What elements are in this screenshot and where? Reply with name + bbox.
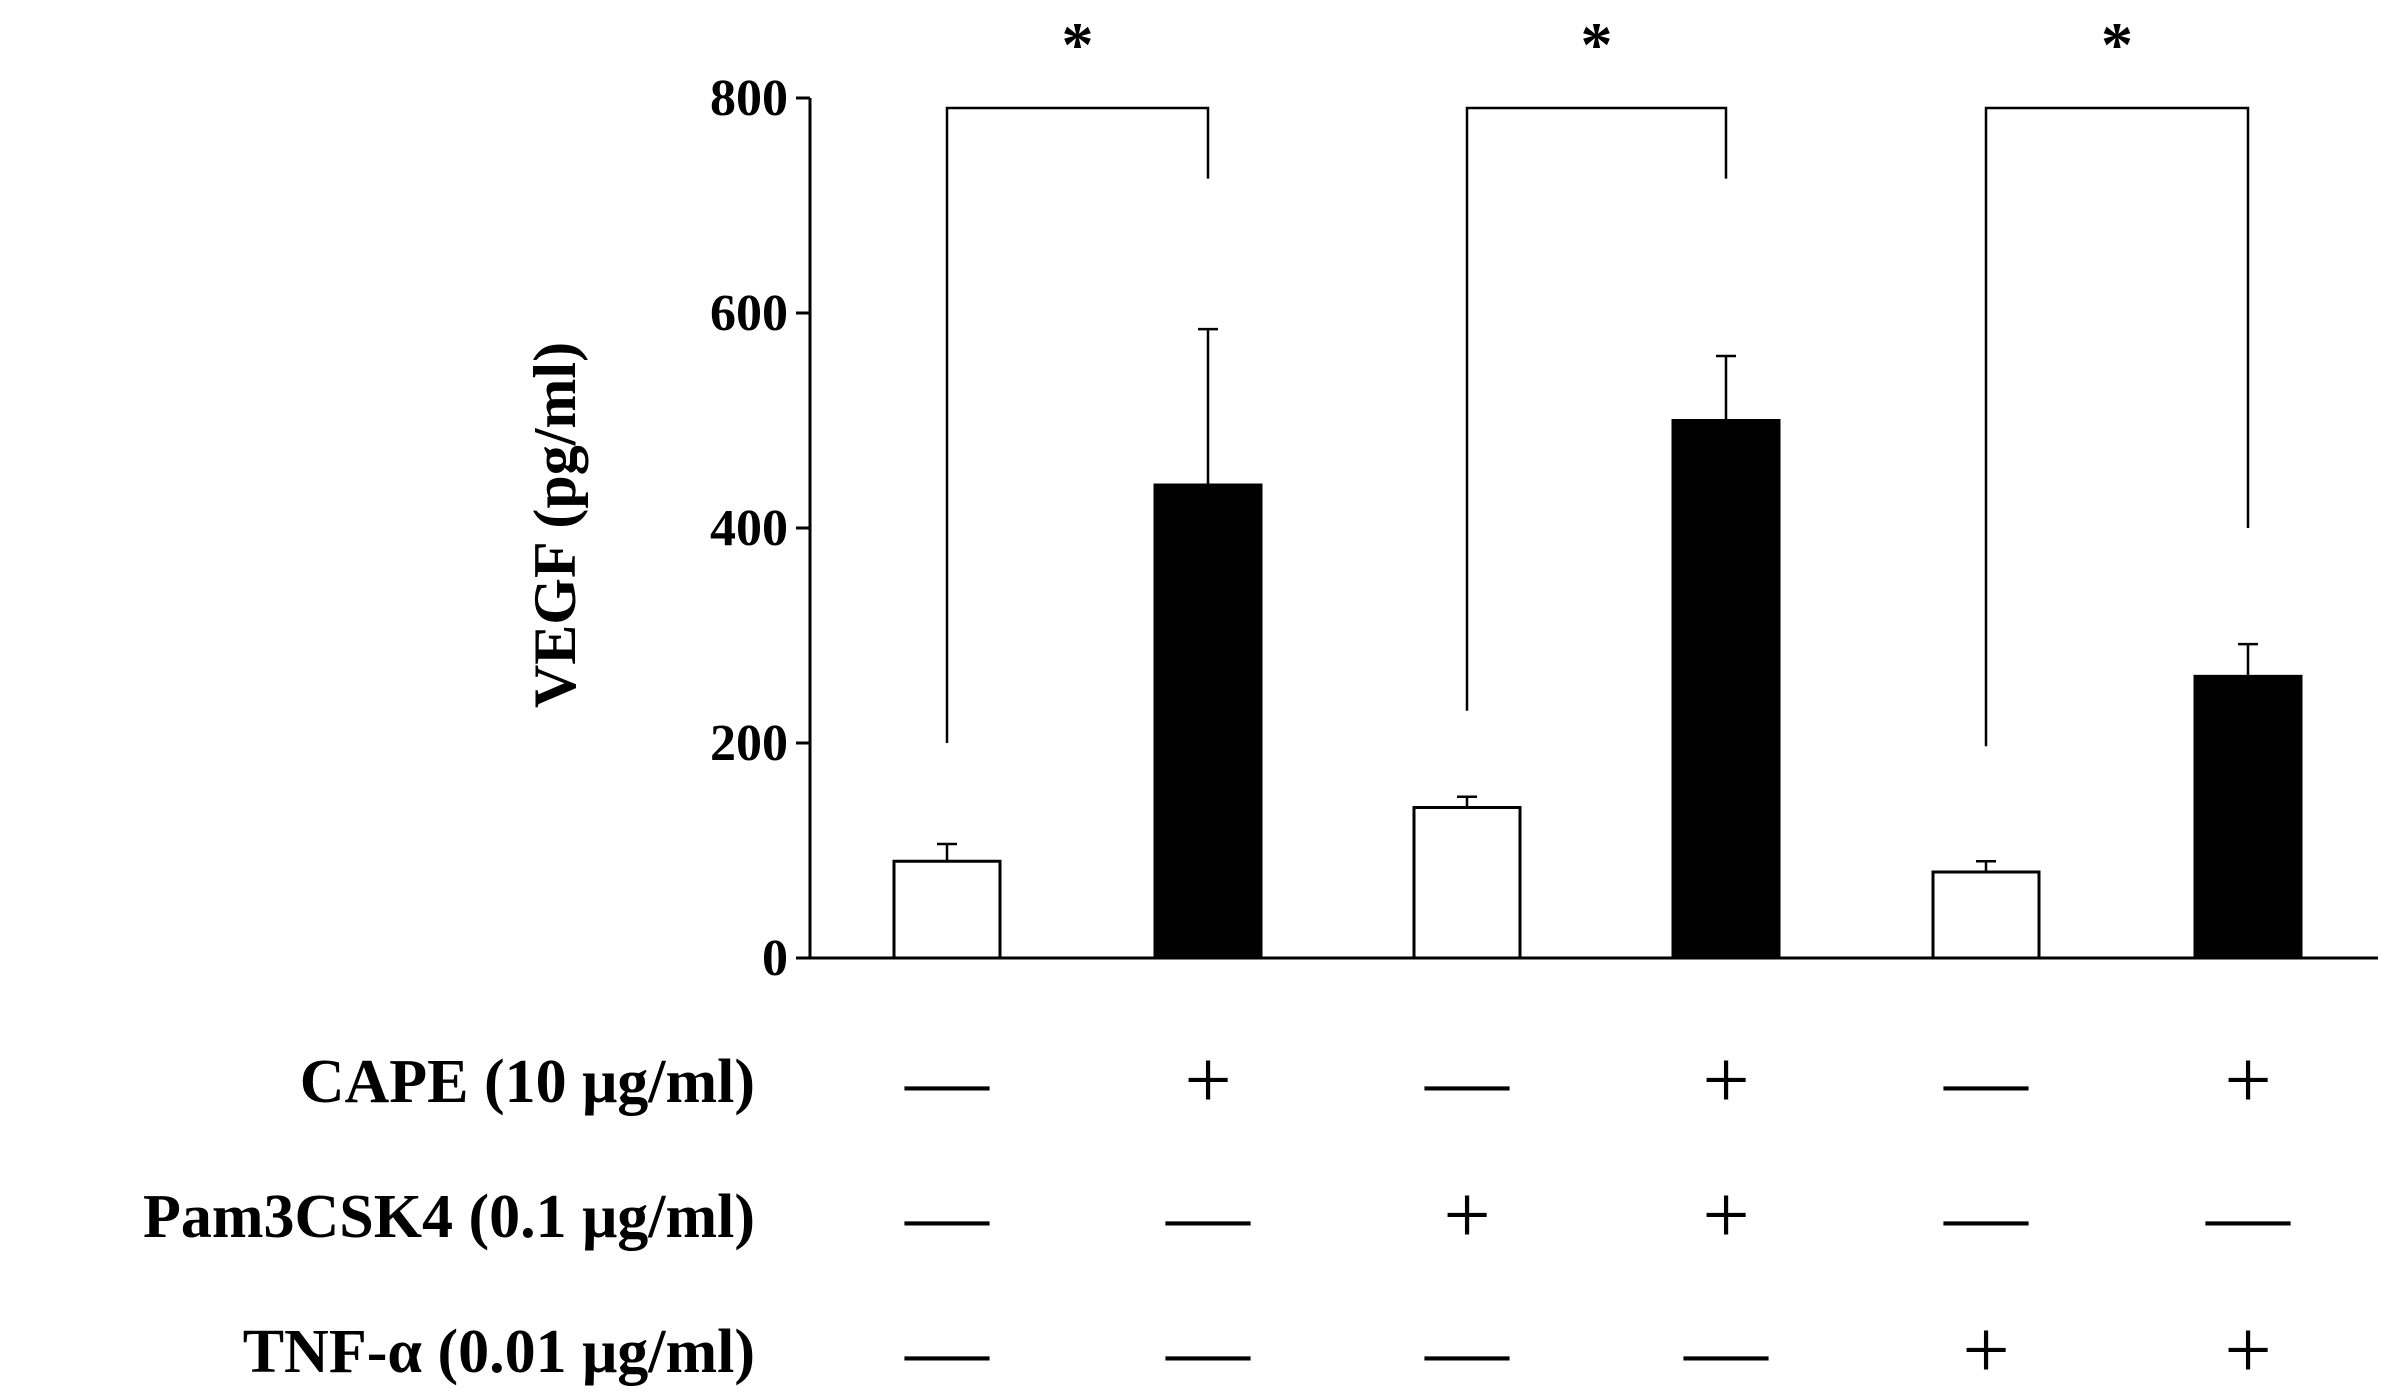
y-ticks: 0 200 400 600 800 [710,70,810,987]
plus-sign: + [1702,1034,1749,1127]
plus-sign: + [2224,1304,2271,1397]
treatment-label: Pam3CSK4 (0.1 μg/ml) [143,1183,755,1251]
minus-sign: — [1943,1169,2029,1262]
minus-sign: — [1424,1304,1510,1397]
treatment-table: CAPE (10 μg/ml) — + — + — + Pam3CSK4 (0.1 μg/ml… [143,1034,2291,1397]
significance-bracket [1984,106,2250,747]
significance-brackets: * * * [945,9,2250,747]
significance-star: * [1062,9,1094,80]
bar [1153,483,1263,960]
plus-sign: + [1702,1169,1749,1262]
significance-bracket [945,106,1210,743]
axes [808,98,2378,960]
y-tick-label: 200 [710,715,788,772]
y-tick-label: 800 [710,70,788,127]
minus-sign: — [904,1304,990,1397]
y-tick-label: 400 [710,500,788,557]
minus-sign: — [904,1169,990,1262]
minus-sign: — [1165,1304,1251,1397]
y-tick-label: 0 [762,930,788,987]
bar [1412,806,1522,960]
plus-sign: + [2224,1034,2271,1127]
significance-bracket [1465,106,1728,711]
minus-sign: — [2205,1169,2291,1262]
significance-star: * [2101,9,2133,80]
bar [1931,870,2041,960]
treatment-label: TNF-α (0.01 μg/ml) [243,1318,755,1386]
bar [892,859,1002,960]
plus-sign: + [1443,1169,1490,1262]
significance-star: * [1581,9,1613,80]
error-bars [937,327,2258,872]
y-tick-label: 600 [710,285,788,342]
bar [2193,674,2303,960]
bar [1671,419,1781,960]
y-axis-title: VEGF (pg/ml) [522,342,588,708]
plus-sign: + [1962,1304,2009,1397]
minus-sign: — [1683,1304,1769,1397]
bars [892,419,2303,960]
minus-sign: — [904,1034,990,1127]
treatment-label: CAPE (10 μg/ml) [300,1048,755,1116]
plus-sign: + [1184,1034,1231,1127]
minus-sign: — [1165,1169,1251,1262]
minus-sign: — [1424,1034,1510,1127]
minus-sign: — [1943,1034,2029,1127]
